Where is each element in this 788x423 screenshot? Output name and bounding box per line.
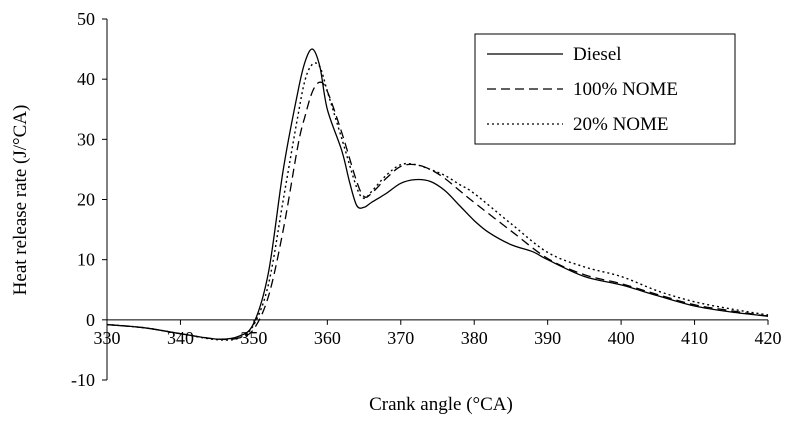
y-axis-title: Heat release rate (J/°CA) <box>10 105 31 296</box>
series-line-diesel <box>106 48 769 340</box>
plot-area: -10 0 10 20 30 40 50 330 340 350 360 370 380 390 400 41… <box>71 9 782 390</box>
x-tick-label: 360 <box>314 328 341 348</box>
x-tick-label: 340 <box>167 328 194 348</box>
x-tick-label: 410 <box>681 328 708 348</box>
y-tick-label: 20 <box>77 190 95 210</box>
legend-entry: Diesel <box>573 44 622 65</box>
x-tick-label: 330 <box>94 328 121 348</box>
x-tick-label: 370 <box>387 328 414 348</box>
y-tick-label: 50 <box>77 9 95 29</box>
legend-entry: 20% NOME <box>573 114 669 135</box>
y-tick-label: 30 <box>77 129 95 149</box>
x-axis-title: Crank angle (°CA) <box>369 394 513 415</box>
x-tick-label: 350 <box>240 328 267 348</box>
legend-entry: 100% NOME <box>573 79 678 100</box>
y-tick-label: -10 <box>71 370 95 390</box>
x-tick-label: 390 <box>534 328 561 348</box>
x-tick-label: 380 <box>461 328 488 348</box>
y-tick-label: 0 <box>86 310 95 330</box>
x-tick-label: 420 <box>755 328 782 348</box>
y-tick-label: 40 <box>77 69 95 89</box>
x-tick-label: 400 <box>608 328 635 348</box>
y-tick-label: 10 <box>77 250 95 270</box>
legend: Diesel 100% NOME 20% NOME <box>474 33 736 145</box>
series-line-100-nome <box>106 81 769 341</box>
